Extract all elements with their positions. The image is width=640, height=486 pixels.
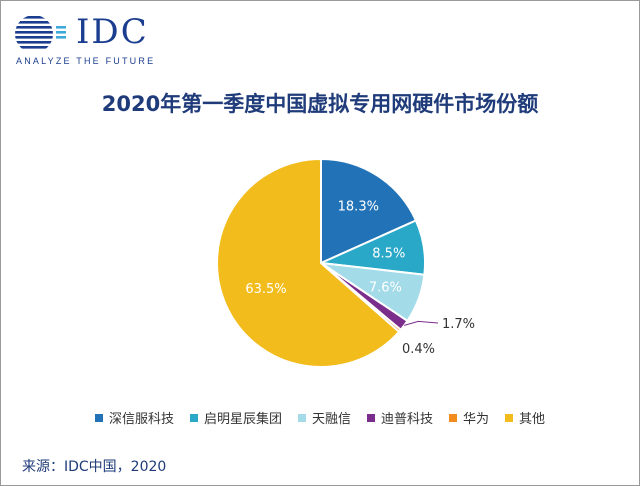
legend-label-6: 其他 bbox=[519, 412, 546, 427]
pie-label-6: 63.5% bbox=[245, 282, 286, 297]
legend-item-1: 深信服科技 bbox=[94, 408, 174, 427]
legend-swatch-4 bbox=[367, 413, 375, 422]
legend-swatch-1 bbox=[94, 413, 103, 422]
chart-legend: 深信服科技 启明星辰集团 天融信 迪普科技 华为 其他 bbox=[0, 408, 640, 427]
legend-swatch-2 bbox=[189, 413, 198, 422]
logo-brand: IDC bbox=[76, 12, 149, 52]
legend-swatch-3 bbox=[297, 413, 306, 422]
pie-label-2: 8.5% bbox=[372, 247, 405, 262]
pie-label-3: 7.6% bbox=[369, 281, 402, 296]
legend-swatch-6 bbox=[505, 413, 514, 422]
legend-item-6: 其他 bbox=[505, 408, 545, 427]
pie-leader-4 bbox=[404, 320, 439, 326]
pie-slice-1 bbox=[320, 157, 418, 265]
legend-item-2: 启明星辰集团 bbox=[189, 408, 282, 427]
pie-slice-6 bbox=[216, 157, 401, 368]
legend-label-4: 迪普科技 bbox=[381, 412, 434, 427]
pie-label-1: 18.3% bbox=[338, 199, 379, 214]
globe-icon bbox=[15, 16, 66, 49]
legend-label-3: 天融信 bbox=[311, 412, 351, 427]
idc-logo: IDC ANALYZE THE FUTURE bbox=[14, 12, 184, 66]
legend-swatch-5 bbox=[449, 413, 458, 422]
legend-item-4: 迪普科技 bbox=[367, 408, 433, 427]
logo-tagline: ANALYZE THE FUTURE bbox=[16, 56, 156, 66]
legend-item-3: 天融信 bbox=[297, 408, 351, 427]
legend-label-5: 华为 bbox=[463, 412, 490, 427]
pie-label-4: 1.7% bbox=[442, 317, 475, 332]
legend-label-2: 启明星辰集团 bbox=[203, 412, 282, 427]
legend-item-5: 华为 bbox=[449, 408, 489, 427]
pie-label-5: 0.4% bbox=[402, 342, 435, 357]
legend-label-1: 深信服科技 bbox=[108, 412, 174, 427]
source-note: 来源：IDC中国，2020 bbox=[22, 459, 167, 475]
chart-title: 2020年第一季度中国虚拟专用网硬件市场份额 bbox=[101, 92, 539, 116]
